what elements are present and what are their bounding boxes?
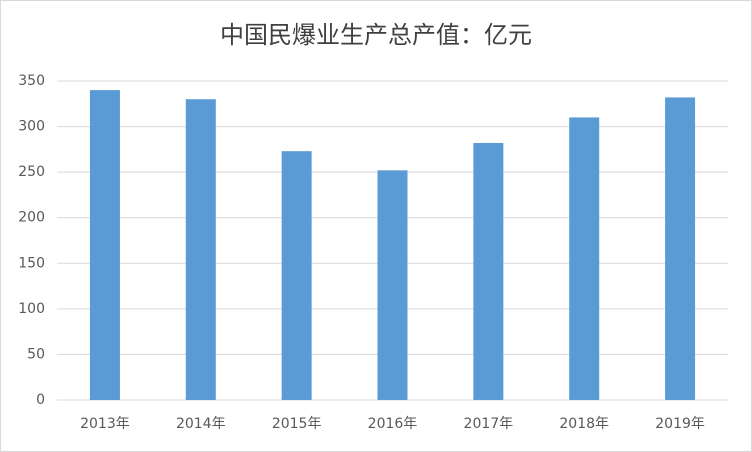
bar xyxy=(473,142,504,400)
x-tick-label: 2019年 xyxy=(655,416,705,432)
y-tick-label: 0 xyxy=(36,392,45,408)
x-tick-label: 2017年 xyxy=(464,416,514,432)
bar xyxy=(665,97,696,401)
y-tick-label: 200 xyxy=(18,210,45,226)
bar xyxy=(281,151,312,400)
y-tick-label: 250 xyxy=(18,164,45,180)
x-tick-label: 2013年 xyxy=(80,416,130,432)
x-tick-label: 2015年 xyxy=(272,416,322,432)
bar xyxy=(569,117,600,400)
y-tick-label: 350 xyxy=(18,73,45,89)
y-tick-label: 300 xyxy=(18,119,45,135)
y-tick-label: 100 xyxy=(18,301,45,317)
x-tick-label: 2014年 xyxy=(176,416,226,432)
x-tick-label: 2016年 xyxy=(368,416,418,432)
bar xyxy=(377,170,408,400)
y-tick-label: 50 xyxy=(27,346,45,362)
bar xyxy=(89,90,120,400)
y-tick-label: 150 xyxy=(18,255,45,271)
x-tick-label: 2018年 xyxy=(559,416,609,432)
bar xyxy=(185,99,216,400)
chart-title: 中国民爆业生产总产值：亿元 xyxy=(220,21,532,49)
